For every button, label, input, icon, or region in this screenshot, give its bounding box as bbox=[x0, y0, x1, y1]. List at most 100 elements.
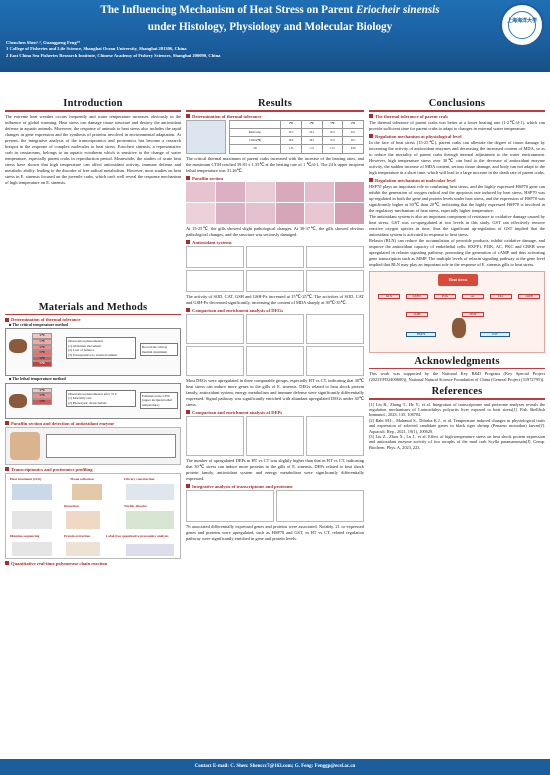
histology-image bbox=[245, 181, 275, 202]
pathway-node: GST bbox=[480, 331, 510, 338]
temp-step: 35℃ bbox=[32, 361, 52, 367]
conclusion-1-text: The thermal tolerance of parent crabs wa… bbox=[369, 119, 545, 131]
nucleic-image bbox=[126, 510, 174, 529]
thermal-tolerance-figure: 1℃ 2℃ 3℃ 4℃ Initial temp. 20.3 20.2 20.4… bbox=[186, 119, 364, 154]
tissue-image bbox=[10, 431, 40, 460]
obs-item: (2) Phenotypic characteristic bbox=[68, 400, 107, 405]
intro-title: Introduction bbox=[63, 98, 123, 109]
temp-step: 34℃ bbox=[32, 399, 52, 405]
bullet-square-icon bbox=[369, 114, 373, 118]
protein-image bbox=[66, 541, 100, 556]
refs-divider bbox=[369, 398, 545, 400]
bar-plot bbox=[246, 345, 304, 376]
observation-box-1: Observation phenomenon (1) Abdomen movem… bbox=[66, 337, 136, 360]
conclusion-3-p3: Relaxin (RLN) can reduce the accumulatio… bbox=[369, 237, 545, 267]
histology-image bbox=[305, 181, 335, 202]
table-header: 1℃ bbox=[280, 119, 302, 129]
temp-group: 30℃ 32℃ 34℃ bbox=[32, 387, 52, 405]
deg-figures bbox=[186, 313, 364, 376]
obs-item: (2) Loss of balance bbox=[68, 348, 95, 353]
methods-title: Materials and Methods bbox=[38, 301, 148, 313]
crab-icon bbox=[9, 339, 27, 354]
methods-s4-heading: Quantitative real-time polymerase chain … bbox=[5, 561, 181, 566]
authors: Chenchen Shen¹˒², Guangpeng Feng²* bbox=[6, 40, 81, 45]
bullet-square-icon bbox=[186, 114, 190, 118]
affiliation-2: 2 East China Sea Fisheries Research Inst… bbox=[6, 52, 221, 58]
reference-item: [2] Rahi M.L., Mahmud S., Dilruba K.J., … bbox=[369, 417, 545, 434]
result-box-1: Record the critical thermal maximum bbox=[140, 343, 178, 357]
gill-tissue-image bbox=[72, 483, 102, 500]
temp-step: 31℃ bbox=[32, 339, 52, 345]
table-cell: 39.8 bbox=[280, 135, 302, 146]
results-s1-text: The critical thermal maximum of parent c… bbox=[186, 155, 364, 173]
enzyme-bar-chart bbox=[246, 269, 304, 292]
paraffin-section-grid bbox=[186, 181, 364, 224]
temp-step: 30℃ bbox=[32, 387, 52, 394]
correlation-plot bbox=[186, 489, 274, 522]
kegg-bubble-plot bbox=[306, 415, 364, 456]
table-cell: 20.1 bbox=[342, 127, 364, 138]
methods-s3-heading: Transcriptomics and proteomics profiling bbox=[5, 467, 181, 472]
obs-title: Observation phenomenon after 72 h bbox=[68, 391, 117, 396]
observation-box-2: Observation phenomenon after 72 h (1) Mo… bbox=[66, 389, 136, 408]
crab-icon bbox=[9, 393, 27, 408]
results-s2-text: At 15-25℃, the gills showed slight patho… bbox=[186, 225, 364, 237]
contact-footer: Contact E-mail: C. Shen: Shenccc7@163.co… bbox=[0, 759, 550, 775]
bullet-square-icon bbox=[369, 134, 373, 138]
flow-step: Label-free quantitative proteomics analy… bbox=[106, 533, 169, 538]
methods-s1b: ■ The lethal temperature method bbox=[9, 376, 66, 382]
methods-s2-heading: Paraffin section and detection of antiox… bbox=[5, 421, 181, 426]
go-plot bbox=[306, 345, 364, 376]
heatmap bbox=[186, 345, 244, 376]
obs-title: Observation phenomenon bbox=[68, 339, 103, 344]
table-cell: 0.98 bbox=[342, 144, 364, 154]
pathway-node: MMP bbox=[462, 311, 484, 318]
bullet-square-icon bbox=[186, 308, 190, 312]
table-cell: SD bbox=[228, 144, 282, 154]
flow-step: Illumina sequencing bbox=[10, 533, 40, 538]
histology-image bbox=[275, 181, 305, 202]
conclusion-3-p2: The antioxidant system is also an import… bbox=[369, 213, 545, 237]
table-cell: CTmax(℃) bbox=[228, 135, 282, 146]
results-s5-heading: Comparison and enrichment analysis of DE… bbox=[186, 410, 364, 415]
histology-image bbox=[215, 181, 245, 202]
illumina-image bbox=[12, 541, 52, 556]
bullet-square-icon bbox=[186, 484, 190, 488]
heat-tank-image bbox=[12, 483, 52, 500]
lethal-temp-diagram: 30℃ 32℃ 34℃ Observation phenomenon after… bbox=[5, 382, 181, 419]
methods-s1-heading: Determination of thermal tolerance bbox=[5, 317, 181, 322]
paraffin-method-figure bbox=[5, 426, 181, 465]
bullet-square-icon bbox=[369, 178, 373, 182]
results-s5-text: The number of upregulated DEPs in HT vs … bbox=[186, 457, 364, 481]
conclusion-2-text: In the face of heat stress (15-25℃), par… bbox=[369, 139, 545, 175]
ack-divider bbox=[369, 367, 545, 369]
histology-image bbox=[335, 181, 364, 202]
flow-step: Library construction bbox=[124, 476, 155, 481]
enzyme-bar-chart bbox=[306, 269, 364, 292]
dissection-image bbox=[66, 510, 100, 529]
results-s3-heading: Antioxidant systems bbox=[186, 240, 364, 245]
heat-stress-label: Heat stress bbox=[438, 273, 478, 286]
table-cell: 1.21 bbox=[300, 144, 323, 154]
results-s2-heading: Paraffin section bbox=[186, 176, 364, 181]
result-box-2: Estimation the LT50 (upper incipient let… bbox=[140, 391, 178, 410]
logo-text: 上海海洋大学 bbox=[506, 19, 537, 24]
results-s4-heading: Comparison and enrichment analysis of DE… bbox=[186, 308, 364, 313]
conclusion-1-heading: The thermal tolerance of parent crab bbox=[369, 114, 545, 119]
logo-ring bbox=[508, 11, 536, 39]
ms-image bbox=[126, 543, 174, 556]
temp-ladder: 30℃ 31℃ 32℃ 33℃ 34℃ 35℃ bbox=[32, 333, 52, 367]
temp-step: 30℃ bbox=[32, 333, 52, 339]
bullet-square-icon bbox=[186, 240, 190, 244]
sequencer-image bbox=[12, 510, 52, 529]
histology-image bbox=[275, 203, 305, 224]
histology-image bbox=[215, 203, 245, 224]
conclusion-3-heading: Regulation mechanism at molecular level bbox=[369, 178, 545, 183]
right-column: Conclusions The thermal tolerance of par… bbox=[369, 98, 545, 450]
obs-item: (3) Unresponsive to external stimuli bbox=[68, 352, 117, 357]
reference-item: [3] Liu Z., Zhou X., Lu J., et al. Effec… bbox=[369, 433, 545, 450]
flow-step: Tissue collection bbox=[70, 476, 94, 481]
integrative-figures bbox=[186, 489, 364, 522]
temp-step: 32℃ bbox=[32, 393, 52, 399]
venn-diagram bbox=[246, 313, 304, 344]
